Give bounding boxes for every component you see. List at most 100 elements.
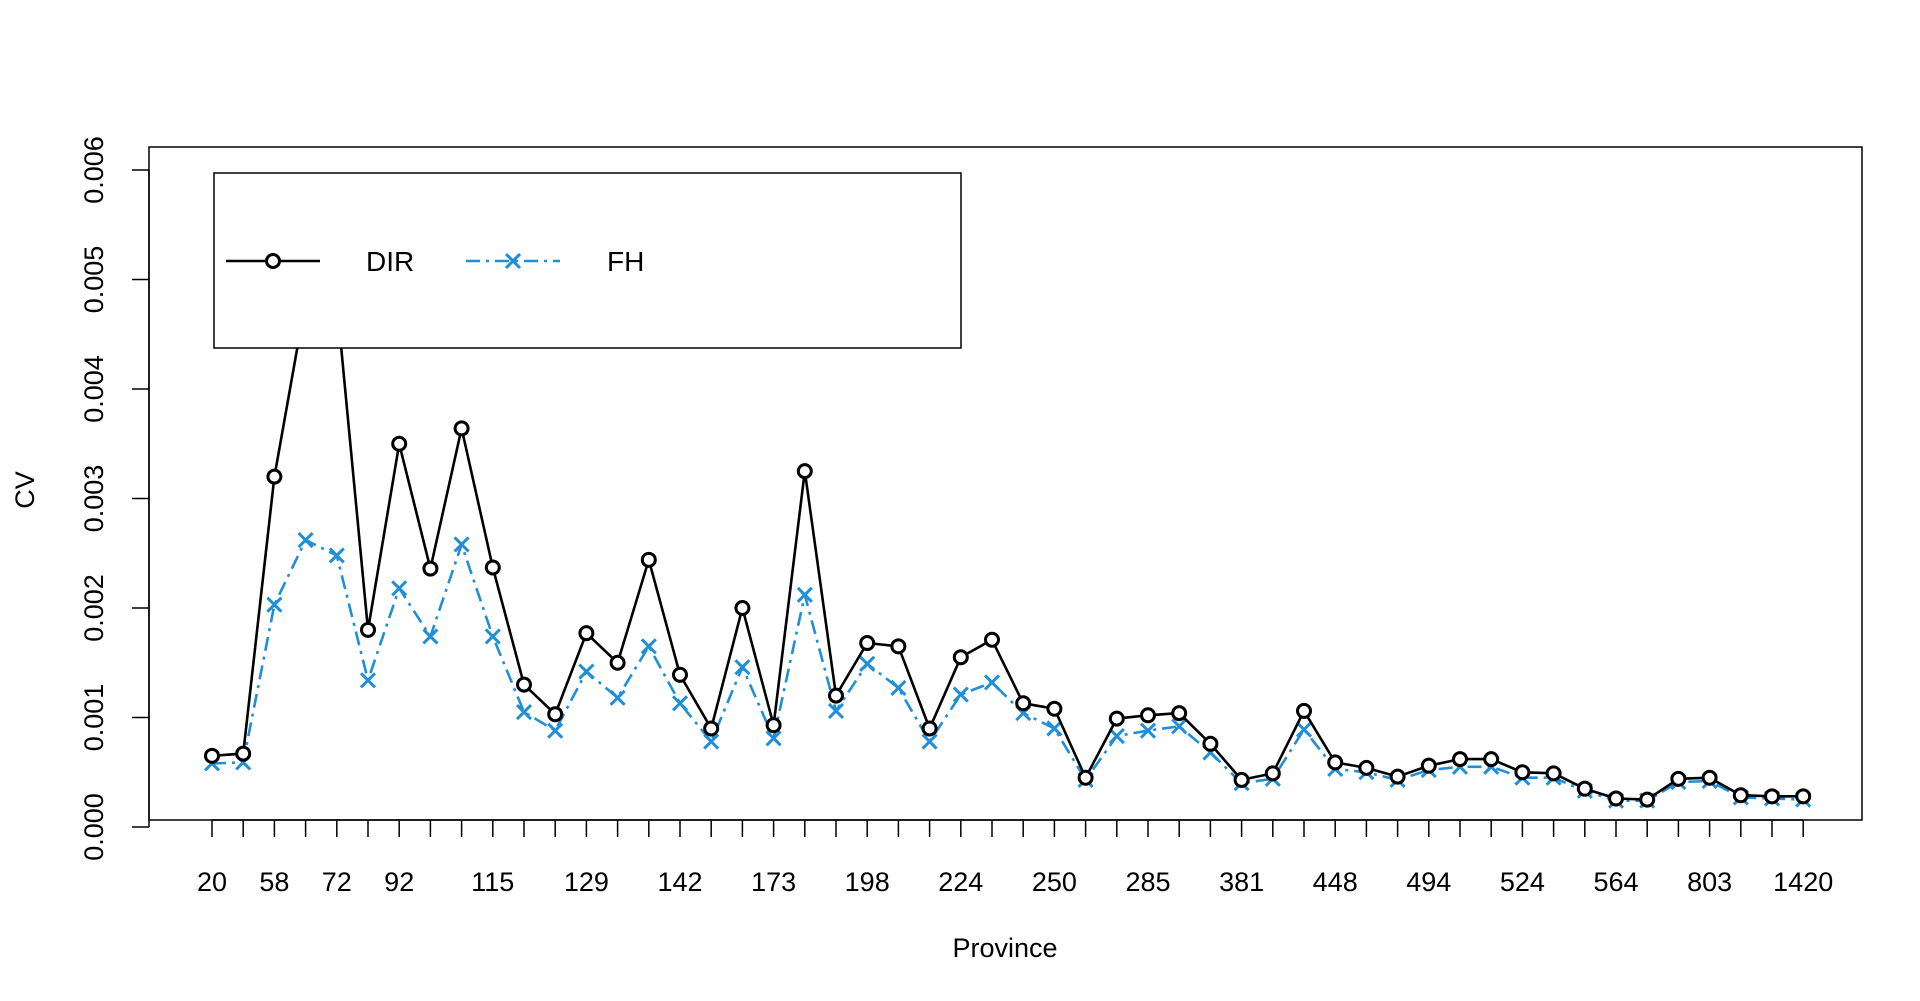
data-point: [984, 631, 1000, 648]
legend-dir-marker: [265, 253, 281, 269]
data-point: [360, 621, 376, 638]
data-point: [609, 689, 626, 706]
data-point: [515, 703, 533, 721]
data-point: [578, 663, 595, 680]
x-tick-label: 92: [384, 867, 414, 897]
data-point: [890, 638, 907, 655]
data-point: [671, 695, 689, 712]
x-axis-label: Province: [952, 933, 1057, 963]
data-point: [828, 687, 844, 704]
x-tick-label: 381: [1219, 867, 1264, 897]
x-tick-label: 72: [322, 867, 352, 897]
axis-layer: 0.000 0.001 0.002 0.003 0.004 0.005 0.006 20 58 7…: [79, 136, 1833, 897]
data-point: [1077, 769, 1094, 786]
y-tick-label: 0.003: [79, 465, 109, 533]
data-point: [703, 733, 720, 750]
x-tick-label: 524: [1500, 867, 1545, 897]
data-point: [297, 532, 314, 549]
data-point: [1358, 759, 1375, 776]
data-point: [859, 655, 876, 672]
series-dir: [204, 293, 1812, 808]
data-point: [1795, 788, 1812, 805]
y-tick-label: 0.000: [79, 793, 109, 861]
data-point: [859, 635, 876, 652]
y-tick-label: 0.002: [79, 574, 109, 642]
x-tick-label: 20: [197, 867, 227, 897]
data-point: [1171, 718, 1188, 735]
data-point: [578, 625, 595, 642]
legend: DIR FH: [213, 172, 962, 349]
data-point: [1202, 735, 1219, 752]
x-tick-label: 58: [259, 867, 289, 897]
data-point: [1046, 700, 1063, 717]
data-point: [983, 674, 1001, 691]
series-layer: [203, 293, 1812, 809]
data-point: [1483, 751, 1500, 768]
data-point: [422, 560, 439, 577]
data-point: [640, 551, 657, 568]
data-point: [1108, 710, 1125, 727]
y-tick-label: 0.001: [79, 684, 109, 752]
data-point: [1389, 768, 1406, 785]
legend-fh-label: FH: [607, 246, 644, 277]
x-tick-label: 198: [845, 867, 890, 897]
data-point: [1545, 765, 1562, 782]
data-point: [734, 600, 751, 616]
data-point: [1264, 765, 1281, 782]
data-point: [1233, 771, 1250, 788]
data-point: [328, 547, 345, 564]
data-point: [672, 666, 688, 683]
data-point: [391, 435, 408, 452]
x-tick-label: 1420: [1773, 867, 1833, 897]
data-point: [266, 468, 283, 485]
data-point: [640, 638, 657, 655]
data-point: [235, 745, 252, 762]
x-tick-label: 142: [657, 867, 702, 897]
x-tick-label: 250: [1032, 867, 1077, 897]
y-tick-label: 0.005: [79, 246, 109, 314]
data-point: [796, 586, 813, 603]
x-tick-label: 564: [1593, 867, 1638, 897]
data-point: [765, 730, 782, 747]
data-point: [765, 717, 782, 734]
x-tick-label: 494: [1406, 867, 1451, 897]
data-point: [1732, 787, 1749, 804]
data-point: [1670, 770, 1687, 787]
legend-dir-label: DIR: [366, 246, 414, 277]
data-point: [921, 733, 938, 750]
data-point: [1140, 707, 1156, 724]
data-point: [734, 659, 751, 676]
data-point: [1701, 769, 1718, 786]
data-point: [1608, 790, 1624, 807]
data-point: [890, 679, 907, 696]
x-tick-label: 803: [1687, 867, 1732, 897]
y-axis-label: CV: [10, 471, 40, 509]
data-point: [547, 706, 564, 723]
data-point: [516, 676, 532, 693]
data-point: [453, 536, 470, 553]
data-point: [921, 720, 938, 737]
data-point: [952, 686, 969, 703]
data-point: [1639, 791, 1656, 808]
legend-fh-marker: [504, 252, 522, 270]
series-line: [211, 300, 1804, 801]
x-tick-label: 224: [938, 867, 983, 897]
data-point: [547, 722, 564, 739]
y-tick-label: 0.006: [79, 136, 109, 204]
x-tick-label: 285: [1125, 867, 1170, 897]
data-point: [1576, 780, 1593, 797]
data-point: [1295, 721, 1313, 738]
data-point: [1046, 720, 1063, 737]
data-point: [609, 654, 626, 671]
data-point: [827, 702, 845, 719]
x-tick-label: 173: [751, 867, 796, 897]
data-point: [703, 720, 720, 737]
data-point: [1139, 722, 1157, 739]
data-point: [391, 580, 408, 597]
data-point: [266, 596, 283, 613]
data-point: [1296, 702, 1312, 719]
data-point: [952, 649, 969, 666]
data-point: [1327, 754, 1344, 771]
data-point: [1420, 757, 1437, 774]
